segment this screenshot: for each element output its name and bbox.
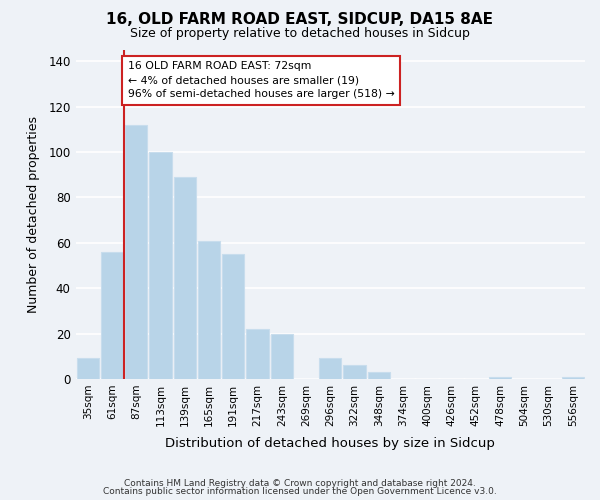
Y-axis label: Number of detached properties: Number of detached properties (27, 116, 40, 313)
Bar (247, 329, 269, 379)
Bar (77, 358, 99, 379)
Text: 16, OLD FARM ROAD EAST, SIDCUP, DA15 8AE: 16, OLD FARM ROAD EAST, SIDCUP, DA15 8AE (107, 12, 493, 28)
Text: Size of property relative to detached houses in Sidcup: Size of property relative to detached ho… (130, 28, 470, 40)
Bar (319, 358, 341, 379)
Bar (562, 376, 584, 379)
Bar (125, 125, 148, 379)
Bar (149, 152, 172, 379)
Bar (101, 252, 123, 379)
Text: Contains HM Land Registry data © Crown copyright and database right 2024.: Contains HM Land Registry data © Crown c… (124, 478, 476, 488)
Text: Contains public sector information licensed under the Open Government Licence v3: Contains public sector information licen… (103, 487, 497, 496)
Bar (343, 366, 366, 379)
Bar (271, 334, 293, 379)
Bar (222, 254, 244, 379)
Bar (489, 376, 511, 379)
Bar (173, 177, 196, 379)
Text: 16 OLD FARM ROAD EAST: 72sqm
← 4% of detached houses are smaller (19)
96% of sem: 16 OLD FARM ROAD EAST: 72sqm ← 4% of det… (128, 62, 394, 100)
Bar (368, 372, 390, 379)
Bar (198, 240, 220, 379)
X-axis label: Distribution of detached houses by size in Sidcup: Distribution of detached houses by size … (166, 437, 495, 450)
